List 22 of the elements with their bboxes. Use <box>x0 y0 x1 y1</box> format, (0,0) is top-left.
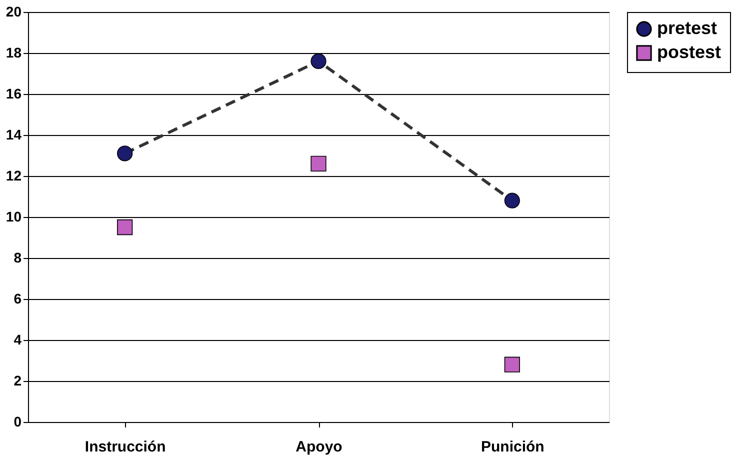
point <box>504 192 520 208</box>
y-tick-label: 4 <box>14 332 22 348</box>
y-tick-label: 18 <box>6 44 22 60</box>
x-tick-label: Punición <box>480 438 544 456</box>
x-tick-label: Instrucción <box>84 438 166 456</box>
legend-label: pretest <box>657 18 718 38</box>
y-tick-label: 8 <box>14 250 22 266</box>
y-tick-label: 20 <box>6 4 22 20</box>
y-tick-label: 14 <box>6 126 22 142</box>
y-tick-label: 6 <box>14 290 22 306</box>
point <box>504 356 520 372</box>
y-tick-label: 16 <box>6 86 22 102</box>
y-tick-label: 2 <box>14 372 22 388</box>
point <box>310 53 326 69</box>
y-tick-label: 0 <box>14 414 22 430</box>
x-tick-label: Apoyo <box>296 438 342 456</box>
y-tick-label: 12 <box>6 168 22 184</box>
point <box>310 156 326 172</box>
y-tick-label: 10 <box>6 208 22 224</box>
point <box>117 146 133 162</box>
point <box>117 219 133 236</box>
legend-label: postest <box>657 42 722 62</box>
